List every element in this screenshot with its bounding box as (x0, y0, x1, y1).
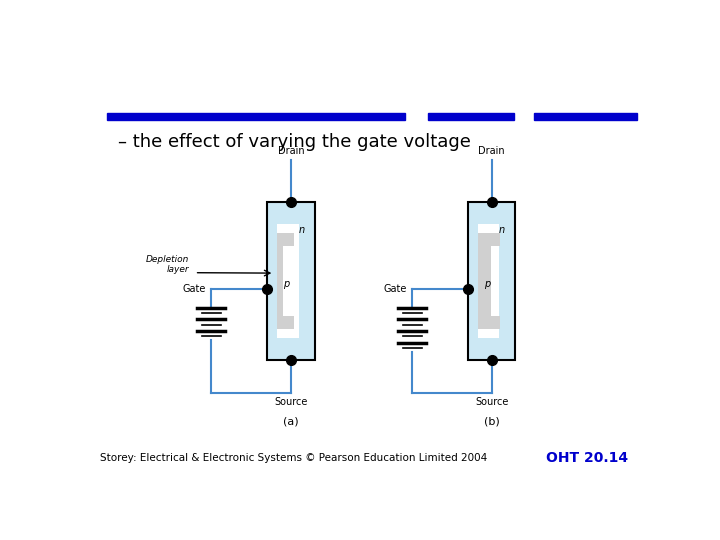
Text: p: p (283, 279, 289, 289)
Text: n: n (499, 226, 505, 235)
Text: Depletion
layer: Depletion layer (145, 255, 189, 274)
Bar (107, 113, 405, 120)
Text: n: n (298, 226, 305, 235)
Text: – the effect of varying the gate voltage: – the effect of varying the gate voltage (118, 133, 471, 151)
Text: Gate: Gate (383, 284, 407, 294)
Text: Gate: Gate (182, 284, 206, 294)
Bar (277, 316, 294, 329)
Bar (277, 224, 299, 338)
FancyBboxPatch shape (267, 202, 315, 360)
Bar (478, 233, 500, 246)
Text: OHT 20.14: OHT 20.14 (546, 451, 628, 465)
Text: (a): (a) (283, 416, 299, 426)
Text: Source: Source (274, 397, 307, 408)
Bar (478, 233, 491, 329)
FancyBboxPatch shape (468, 202, 516, 360)
Text: Drain: Drain (479, 146, 505, 156)
Text: Storey: Electrical & Electronic Systems © Pearson Education Limited 2004: Storey: Electrical & Electronic Systems … (100, 453, 487, 463)
Bar (277, 233, 282, 329)
Bar (478, 316, 500, 329)
Bar (277, 233, 294, 246)
Bar (478, 224, 500, 338)
Text: Source: Source (475, 397, 508, 408)
Bar (534, 113, 636, 120)
Text: p: p (484, 279, 490, 289)
Text: Drain: Drain (278, 146, 304, 156)
Text: (b): (b) (484, 416, 500, 426)
Bar (428, 113, 514, 120)
